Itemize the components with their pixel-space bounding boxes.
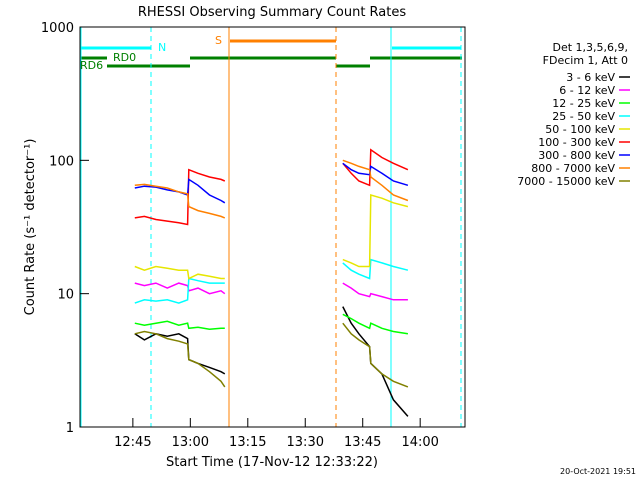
annotation: N <box>158 41 166 54</box>
y-tick-label: 100 <box>49 154 74 169</box>
y-tick-label: 1000 <box>41 21 74 36</box>
x-tick-label: 13:15 <box>229 435 266 450</box>
series-line <box>134 282 408 301</box>
x-axis-label: Start Time (17-Nov-12 12:33:22) <box>166 455 378 470</box>
series-line <box>134 313 409 335</box>
y-tick-label: 10 <box>57 288 74 303</box>
legend-label: 300 - 800 keV <box>538 149 615 162</box>
legend-label: 800 - 7000 keV <box>531 162 615 175</box>
legend-label: 50 - 100 keV <box>545 123 615 136</box>
x-tick-label: 13:45 <box>344 435 381 450</box>
legend-label: 12 - 25 keV <box>552 97 615 110</box>
state-bars <box>80 27 462 427</box>
x-tick-label: 13:00 <box>172 435 209 450</box>
series-line <box>134 258 409 304</box>
legend-label: 3 - 6 keV <box>566 71 615 84</box>
series-line <box>134 194 409 280</box>
chart-title: RHESSI Observing Summary Count Rates <box>138 5 407 20</box>
annotation: RD0 <box>113 51 136 64</box>
x-tick-label: 14:00 <box>401 435 438 450</box>
y-axis-label: Count Rate (s⁻¹ detector⁻¹) <box>23 139 38 316</box>
plot-frame <box>79 26 466 428</box>
y-tick-label: 1 <box>66 421 74 436</box>
x-tick-label: 12:45 <box>114 435 151 450</box>
annotation: S <box>215 34 222 47</box>
series-line <box>134 148 409 226</box>
legend-title: Det 1,3,5,6,9, <box>552 41 628 54</box>
series-line <box>134 322 409 388</box>
footer: 20-Oct-2021 19:51 <box>560 467 636 476</box>
legend-label: 7000 - 15000 keV <box>517 175 615 188</box>
legend-title: FDecim 1, Att 0 <box>543 54 628 67</box>
legend-label: 25 - 50 keV <box>552 110 615 123</box>
series-line <box>134 306 409 417</box>
legend-label: 6 - 12 keV <box>559 84 615 97</box>
series-line <box>134 159 409 219</box>
annotation: RD6 <box>80 59 103 72</box>
legend-label: 100 - 300 keV <box>538 136 615 149</box>
x-tick-label: 13:30 <box>287 435 324 450</box>
